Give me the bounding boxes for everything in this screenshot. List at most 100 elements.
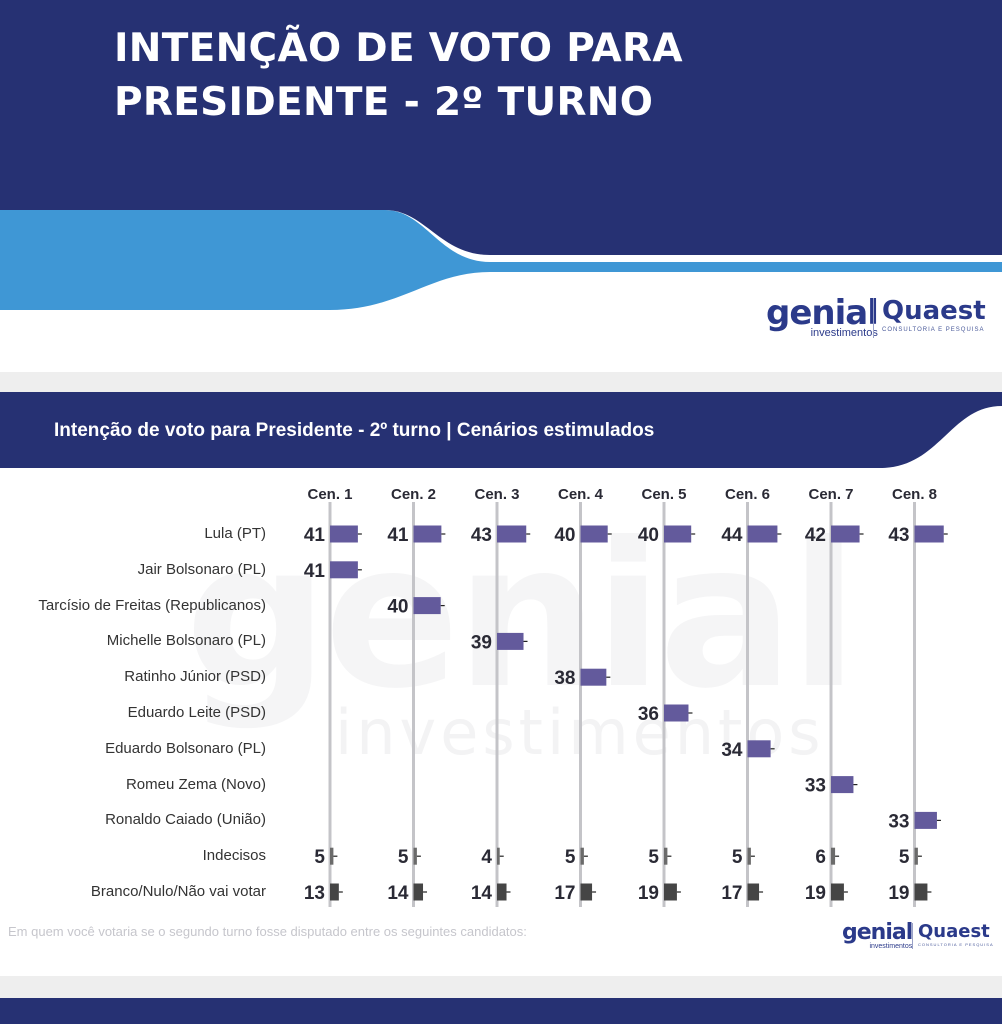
data-bar: [664, 704, 689, 722]
data-label: 43: [888, 525, 909, 546]
data-label: 41: [387, 525, 409, 546]
scenario-header: Cen. 6: [724, 486, 770, 503]
candidate-label: Branco/Nulo/Não vai votar: [90, 883, 266, 900]
chart-plot: 41 41 43 40 40 44 42 43 41 40 39 38 36 34 33 33 5 5 4 5 5 5 6 5…: [304, 502, 948, 907]
data-label: 38: [554, 668, 575, 689]
data-label: 36: [638, 704, 659, 725]
data-bar: [497, 632, 524, 650]
data-label: 33: [888, 811, 909, 832]
data-label: 40: [638, 525, 659, 546]
data-label: 13: [304, 883, 325, 904]
candidate-label: Tarcísio de Freitas (Republicanos): [38, 596, 266, 614]
data-label: 4: [481, 847, 492, 868]
data-label: 17: [721, 883, 742, 904]
data-label: 17: [554, 883, 575, 904]
chart-title: Intenção de voto para Presidente - 2º tu…: [54, 420, 655, 441]
candidate-label: Eduardo Leite (PSD): [127, 704, 266, 721]
data-bar: [580, 883, 593, 901]
scenario-header: Cen. 2: [390, 486, 436, 503]
data-bar: [831, 776, 854, 794]
data-bar: [831, 525, 860, 543]
data-bar: [497, 847, 500, 865]
quaest-logo: Quaest CONSULTORIA E PESQUISA: [882, 296, 986, 333]
data-label: 41: [304, 561, 326, 582]
genial-logo: genial investimentos: [766, 293, 879, 339]
data-bar: [747, 883, 760, 901]
logo-divider-small: [912, 923, 913, 949]
data-bar: [330, 847, 334, 865]
data-label: 43: [471, 525, 492, 546]
candidate-label: Michelle Bolsonaro (PL): [106, 632, 266, 650]
data-label: 40: [387, 597, 408, 618]
candidate-label: Lula (PT): [204, 525, 266, 542]
hero-background: [0, 0, 1002, 372]
page-title: INTENÇÃO DE VOTO PARA PRESIDENTE - 2º TU…: [114, 22, 683, 130]
data-bar: [664, 883, 677, 901]
data-label: 5: [899, 847, 910, 868]
scenario-header: Cen. 7: [808, 486, 854, 503]
data-bar: [914, 811, 937, 829]
data-label: 19: [888, 883, 909, 904]
scenario-header: Cen. 8: [891, 486, 937, 503]
data-bar: [580, 668, 607, 686]
data-bar: [580, 525, 608, 543]
data-bar: [747, 525, 778, 543]
data-label: 19: [638, 883, 659, 904]
data-label: 41: [304, 525, 326, 546]
data-bar: [413, 847, 417, 865]
data-bar: [330, 525, 358, 543]
data-label: 19: [805, 883, 826, 904]
data-bar: [330, 883, 339, 901]
data-bar: [914, 847, 918, 865]
data-label: 40: [554, 525, 575, 546]
data-bar: [747, 847, 751, 865]
data-bar: [664, 847, 668, 865]
data-bar: [580, 847, 584, 865]
scenario-header: Cen. 1: [307, 486, 353, 503]
candidate-label: Eduardo Bolsonaro (PL): [105, 739, 266, 757]
data-bar: [914, 883, 928, 901]
data-label: 34: [721, 740, 743, 761]
scenario-header: Cen. 3: [474, 486, 520, 503]
candidate-label: Ronaldo Caiado (União): [105, 811, 266, 829]
page-title-line-2: PRESIDENTE - 2º TURNO: [114, 80, 654, 125]
scenario-header: Cen. 4: [557, 486, 603, 503]
data-label: 5: [314, 847, 325, 868]
data-label: 39: [471, 632, 492, 653]
data-bar: [664, 525, 692, 543]
data-bar: [413, 883, 424, 901]
data-bar: [413, 597, 441, 615]
section-gap-bottom: [0, 976, 1002, 998]
section-gap: [0, 372, 1002, 392]
candidate-label: Ratinho Júnior (PSD): [124, 668, 266, 686]
hero-white-curve: [0, 272, 1002, 372]
data-bar: [831, 847, 836, 865]
chart-panel: Intenção de voto para Presidente - 2º tu…: [0, 392, 1002, 976]
next-section-strip: [0, 998, 1002, 1024]
data-bar: [914, 525, 944, 543]
data-label: 14: [387, 883, 409, 904]
data-label: 5: [648, 847, 659, 868]
data-label: 33: [805, 776, 826, 797]
data-label: 6: [815, 847, 826, 868]
quaest-logo-small: Quaest CONSULTORIA E PESQUISA: [918, 921, 994, 947]
data-label: 5: [398, 847, 409, 868]
candidate-label: Indecisos: [202, 847, 266, 865]
data-bar: [497, 525, 527, 543]
data-bar: [413, 525, 442, 543]
scenario-header: Cen. 5: [641, 486, 687, 503]
hero-navy-band: [0, 0, 1002, 255]
genial-logo-small: genial investimentos: [842, 920, 913, 951]
data-bar: [497, 883, 507, 901]
chart-footnote: Em quem você votaria se o segundo turno …: [8, 924, 527, 939]
data-label: 14: [471, 883, 493, 904]
data-label: 44: [721, 525, 743, 546]
data-label: 42: [805, 525, 826, 546]
data-label: 5: [732, 847, 743, 868]
page-title-line-1: INTENÇÃO DE VOTO PARA: [114, 26, 683, 71]
data-bar: [747, 740, 771, 758]
data-label: 5: [565, 847, 576, 868]
hero-header: INTENÇÃO DE VOTO PARA PRESIDENTE - 2º TU…: [0, 0, 1002, 372]
data-bar: [330, 561, 358, 579]
candidate-label: Romeu Zema (Novo): [125, 775, 266, 793]
